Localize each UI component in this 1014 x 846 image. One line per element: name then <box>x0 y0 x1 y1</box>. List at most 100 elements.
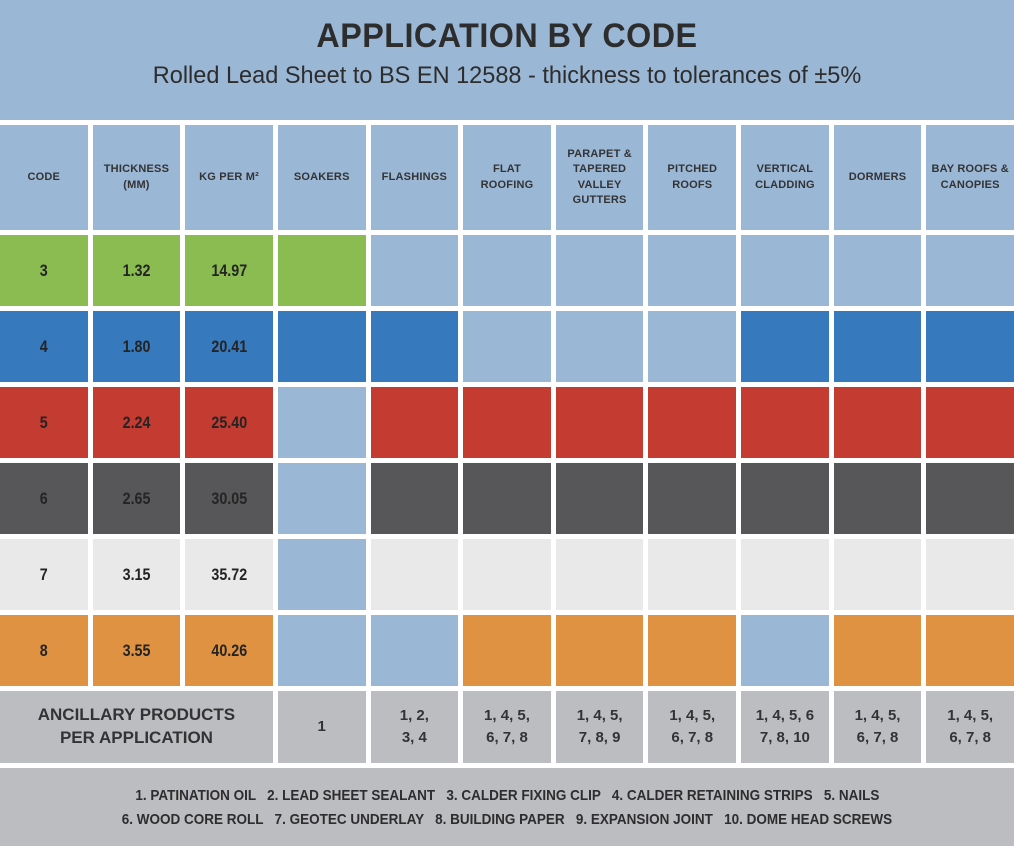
column-header-flat-roofing: FLAT ROOFING <box>463 125 551 230</box>
app-cell-bay-roofs <box>926 235 1014 306</box>
app-cell-dormers <box>833 311 922 382</box>
ancillary-value-flashings: 1, 2, 3, 4 <box>370 691 459 763</box>
app-cell-vertical-cladding <box>741 463 829 534</box>
app-cell-parapet-gutters <box>555 235 644 306</box>
thickness-value: 3.15 <box>122 564 151 584</box>
kg-value: 40.26 <box>211 640 247 660</box>
app-cell-flashings <box>370 539 459 610</box>
app-cell-flashings <box>370 235 459 306</box>
column-header-dormers: DORMERS <box>833 125 922 230</box>
thickness-value: 1.80 <box>122 336 151 356</box>
thickness-cell: 2.24 <box>92 387 181 458</box>
thickness-cell: 3.55 <box>92 615 181 686</box>
column-header-soakers: SOAKERS <box>277 125 366 230</box>
thickness-cell: 3.15 <box>92 539 181 610</box>
ancillary-value-flat-roofing: 1, 4, 5, 6, 7, 8 <box>463 691 551 763</box>
footnote-line-1: 1. PATINATION OIL 2. LEAD SHEET SEALANT … <box>134 786 880 804</box>
kg-cell: 25.40 <box>185 387 273 458</box>
app-cell-parapet-gutters <box>555 463 644 534</box>
app-cell-vertical-cladding <box>741 539 829 610</box>
kg-value: 14.97 <box>211 260 247 280</box>
ancillary-value-parapet-gutters: 1, 4, 5, 7, 8, 9 <box>555 691 644 763</box>
app-cell-parapet-gutters <box>555 311 644 382</box>
footnote-band: 1. PATINATION OIL 2. LEAD SHEET SEALANT … <box>0 768 1014 846</box>
app-cell-bay-roofs <box>926 311 1014 382</box>
app-cell-soakers <box>277 539 366 610</box>
app-cell-pitched-roofs <box>648 235 737 306</box>
app-cell-soakers <box>277 463 366 534</box>
column-header-kg-per-m2: KG PER M² <box>185 125 273 230</box>
app-cell-pitched-roofs <box>648 615 737 686</box>
column-header-thickness: THICKNESS (MM) <box>92 125 181 230</box>
page-subtitle: Rolled Lead Sheet to BS EN 12588 - thick… <box>152 62 862 89</box>
kg-value: 20.41 <box>211 336 247 356</box>
thickness-value: 1.32 <box>122 260 151 280</box>
app-cell-parapet-gutters <box>555 615 644 686</box>
page-title: APPLICATION BY CODE <box>316 17 698 55</box>
code-value: 5 <box>39 412 48 432</box>
column-header-pitched-roofs: PITCHED ROOFS <box>648 125 737 230</box>
kg-value: 35.72 <box>211 564 247 584</box>
thickness-value: 2.65 <box>122 488 151 508</box>
app-cell-bay-roofs <box>926 539 1014 610</box>
app-cell-pitched-roofs <box>648 539 737 610</box>
code-value: 4 <box>39 336 48 356</box>
code-cell: 3 <box>0 235 88 306</box>
app-cell-vertical-cladding <box>741 311 829 382</box>
app-cell-dormers <box>833 387 922 458</box>
column-header-vertical-cladding: VERTICAL CLADDING <box>741 125 829 230</box>
app-cell-soakers <box>277 235 366 306</box>
kg-value: 30.05 <box>211 488 247 508</box>
app-cell-dormers <box>833 235 922 306</box>
app-cell-dormers <box>833 463 922 534</box>
kg-value: 25.40 <box>211 412 247 432</box>
app-cell-flat-roofing <box>463 615 551 686</box>
title-band: APPLICATION BY CODE Rolled Lead Sheet to… <box>0 0 1014 120</box>
app-cell-flat-roofing <box>463 235 551 306</box>
app-cell-soakers <box>277 387 366 458</box>
code-cell: 4 <box>0 311 88 382</box>
ancillary-value-dormers: 1, 4, 5, 6, 7, 8 <box>833 691 922 763</box>
app-cell-soakers <box>277 311 366 382</box>
application-table: CODE THICKNESS (MM) KG PER M² SOAKERS FL… <box>0 125 1014 763</box>
app-cell-parapet-gutters <box>555 387 644 458</box>
thickness-value: 2.24 <box>122 412 151 432</box>
ancillary-label: ANCILLARY PRODUCTS PER APPLICATION <box>0 691 273 763</box>
column-header-bay-roofs: BAY ROOFS & CANOPIES <box>926 125 1014 230</box>
app-cell-soakers <box>277 615 366 686</box>
app-cell-bay-roofs <box>926 615 1014 686</box>
footnote-line-2: 6. WOOD CORE ROLL 7. GEOTEC UNDERLAY 8. … <box>121 810 893 828</box>
code-cell: 6 <box>0 463 88 534</box>
kg-cell: 35.72 <box>185 539 273 610</box>
ancillary-value-pitched-roofs: 1, 4, 5, 6, 7, 8 <box>648 691 737 763</box>
ancillary-value-vertical-cladding: 1, 4, 5, 6 7, 8, 10 <box>741 691 829 763</box>
app-cell-bay-roofs <box>926 387 1014 458</box>
app-cell-vertical-cladding <box>741 615 829 686</box>
column-header-code: CODE <box>0 125 88 230</box>
code-value: 8 <box>39 640 48 660</box>
app-cell-pitched-roofs <box>648 387 737 458</box>
app-cell-flashings <box>370 387 459 458</box>
code-value: 3 <box>39 260 48 280</box>
column-header-flashings: FLASHINGS <box>370 125 459 230</box>
code-cell: 5 <box>0 387 88 458</box>
app-cell-flashings <box>370 615 459 686</box>
thickness-cell: 1.32 <box>92 235 181 306</box>
column-header-parapet-gutters: PARAPET & TAPERED VALLEY GUTTERS <box>555 125 644 230</box>
app-cell-pitched-roofs <box>648 311 737 382</box>
code-value: 7 <box>39 564 48 584</box>
app-cell-dormers <box>833 615 922 686</box>
app-cell-flat-roofing <box>463 311 551 382</box>
app-cell-vertical-cladding <box>741 387 829 458</box>
thickness-value: 3.55 <box>122 640 151 660</box>
code-cell: 7 <box>0 539 88 610</box>
kg-cell: 14.97 <box>185 235 273 306</box>
code-value: 6 <box>39 488 48 508</box>
ancillary-value-bay-roofs: 1, 4, 5, 6, 7, 8 <box>926 691 1014 763</box>
app-cell-flat-roofing <box>463 463 551 534</box>
app-cell-flashings <box>370 311 459 382</box>
thickness-cell: 1.80 <box>92 311 181 382</box>
app-cell-flat-roofing <box>463 539 551 610</box>
app-cell-vertical-cladding <box>741 235 829 306</box>
